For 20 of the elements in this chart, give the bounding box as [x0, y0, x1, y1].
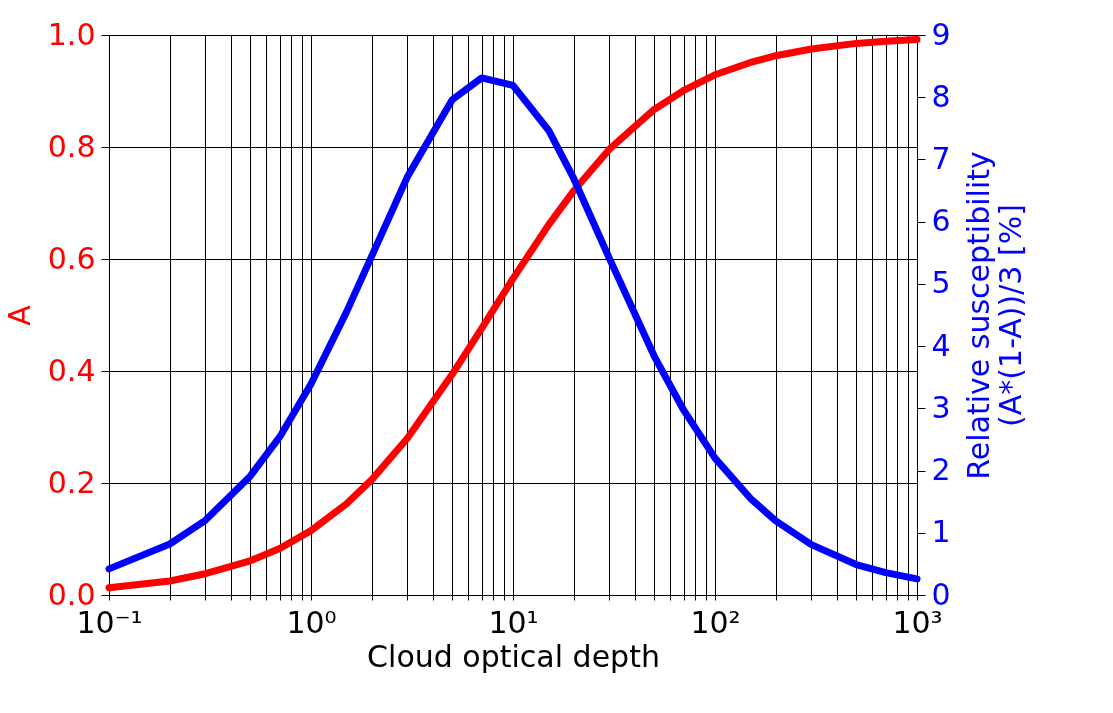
x-axis-title: Cloud optical depth	[367, 638, 660, 674]
y-axis-title: A	[1, 304, 37, 326]
y-tick-label: 0.4	[47, 352, 96, 388]
x-tick-label: 10⁰	[286, 604, 337, 640]
y-tick-label: 1.0	[47, 16, 96, 52]
y-tick-label: 0.6	[47, 240, 96, 276]
y2-tick-label: 7	[931, 140, 951, 176]
y2-tick-label: 5	[931, 265, 951, 301]
y2-tick-label: 8	[931, 78, 951, 114]
y2-tick-label: 2	[931, 452, 951, 488]
y2-tick-label: 9	[931, 16, 951, 52]
y2-tick-label: 1	[931, 514, 951, 550]
x-tick-label: 10²	[690, 604, 741, 640]
y2-tick-label: 6	[931, 203, 951, 239]
y-tick-label: 0.2	[47, 464, 96, 500]
y2-tick-label: 4	[931, 327, 951, 363]
y2-axis-title: Relative susceptibility (A*(1-A))/3 [%]	[960, 151, 1028, 480]
y-tick-label: 0.8	[47, 128, 96, 164]
y2-tick-label: 3	[931, 389, 951, 425]
x-tick-label: 10¹	[488, 604, 539, 640]
